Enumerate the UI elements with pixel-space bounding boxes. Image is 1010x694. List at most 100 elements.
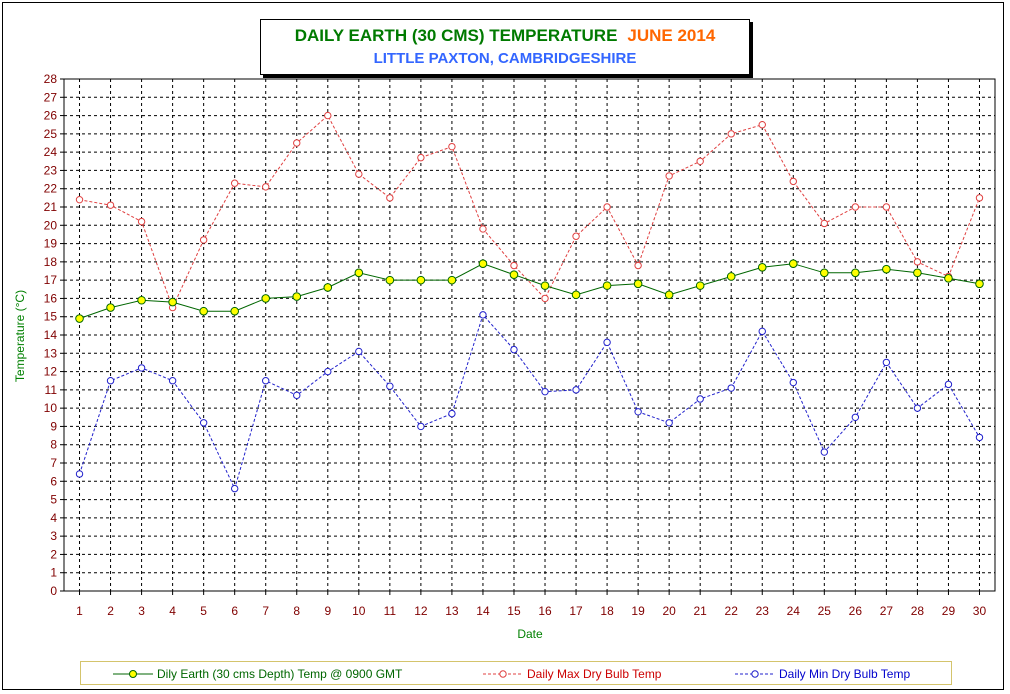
legend-label-earth: Dily Earth (30 cms Depth) Temp @ 0900 GM… [157,667,403,681]
x-tick-label: 25 [818,604,832,618]
title-box: DAILY EARTH (30 CMS) TEMPERATURE JUNE 201… [260,19,750,75]
y-axis-label: Temperature (°C) [13,290,27,382]
y-tick-label: 23 [44,163,58,177]
data-point-earth [323,283,333,292]
grid [64,78,995,591]
data-point-earth [354,268,364,278]
x-tick-label: 13 [445,604,459,618]
y-tick-label: 13 [44,346,58,360]
data-point-max [696,157,704,165]
x-tick-label: 1 [76,604,83,618]
data-point-earth [571,290,581,300]
x-tick-label: 17 [569,604,583,618]
chart-subtitle: LITTLE PAXTON, CAMBRIDGESHIRE [373,50,637,67]
data-point-min [510,345,518,354]
y-tick-label: 18 [44,255,58,269]
y-tick-label: 19 [44,237,58,251]
x-axis-label: Date [517,627,543,641]
data-point-max [386,194,394,202]
x-tick-label: 9 [324,604,331,618]
y-tick-label: 7 [50,456,57,470]
y-tick-label: 3 [50,529,57,543]
data-point-max [882,203,891,211]
legend-swatch-min [735,670,775,678]
data-point-min [789,378,797,387]
y-tick-label: 5 [50,493,57,507]
data-point-min [696,395,704,403]
series [75,111,984,493]
y-tick-label: 17 [44,273,58,287]
y-tick-label: 26 [44,109,58,123]
y-tick-label: 24 [44,145,58,159]
y-tick-label: 1 [50,566,57,580]
data-point-max [634,261,642,270]
data-point-min [168,377,177,385]
x-tick-label: 3 [138,604,145,618]
data-point-max [603,203,611,211]
data-point-earth [664,290,674,300]
data-point-earth [75,314,84,323]
data-point-min [634,408,642,416]
data-point-min [727,384,735,392]
data-point-min [541,387,549,396]
x-tick-label: 15 [507,604,521,618]
data-point-earth [292,292,302,301]
data-point-max [137,217,146,226]
data-point-min [603,338,611,347]
y-tick-label: 6 [50,474,57,488]
x-tick-label: 7 [262,604,269,618]
data-point-max [913,258,922,266]
data-point-min [975,433,984,442]
data-point-min [882,358,891,367]
data-point-min [758,327,766,336]
x-tick-label: 28 [911,604,925,618]
data-point-min [944,380,953,389]
data-point-earth [757,263,767,272]
data-point-max [106,201,115,209]
data-point-earth [726,272,736,281]
data-point-max [820,219,829,228]
x-tick-label: 20 [662,604,676,618]
data-point-max [851,203,860,211]
data-point-earth [602,281,612,290]
data-point-earth [261,294,271,303]
x-tick-label: 2 [107,604,114,618]
y-tick-label: 14 [44,328,58,342]
x-tick-label: 30 [973,604,987,618]
data-point-min [199,419,208,427]
y-tick-label: 21 [44,200,58,214]
data-point-max [448,142,456,151]
data-point-max [727,130,735,138]
data-point-max [324,111,332,120]
x-tick-label: 26 [849,604,863,618]
data-point-max [262,183,270,191]
data-point-max [199,236,208,244]
plot-border [63,78,996,592]
data-point-min [417,422,425,431]
x-tick-label: 8 [293,604,300,618]
data-point-min [386,382,394,390]
y-tick-label: 15 [44,310,58,324]
data-point-earth [633,279,643,289]
data-point-max [510,261,518,270]
data-point-min [293,391,301,400]
legend-label-min: Daily Min Dry Bulb Temp [779,667,911,681]
y-tick-label: 8 [50,438,57,452]
axes [60,78,996,595]
x-tick-label: 19 [631,604,645,618]
y-tick-label: 25 [44,127,58,141]
data-point-earth [944,274,953,283]
data-point-max [541,294,549,303]
y-tick-label: 9 [50,419,57,433]
legend-label-max: Daily Max Dry Bulb Temp [527,667,662,681]
x-tick-label: 14 [476,604,490,618]
data-point-max [75,195,84,204]
data-point-max [975,194,984,202]
data-point-min [75,470,84,478]
data-point-max [789,177,797,186]
y-tick-labels: 0123456789101112131415161718192021222324… [44,72,58,598]
x-tick-label: 24 [787,604,801,618]
chart-title-main: DAILY EARTH (30 CMS) TEMPERATURE [294,26,618,45]
data-point-max [479,225,487,233]
